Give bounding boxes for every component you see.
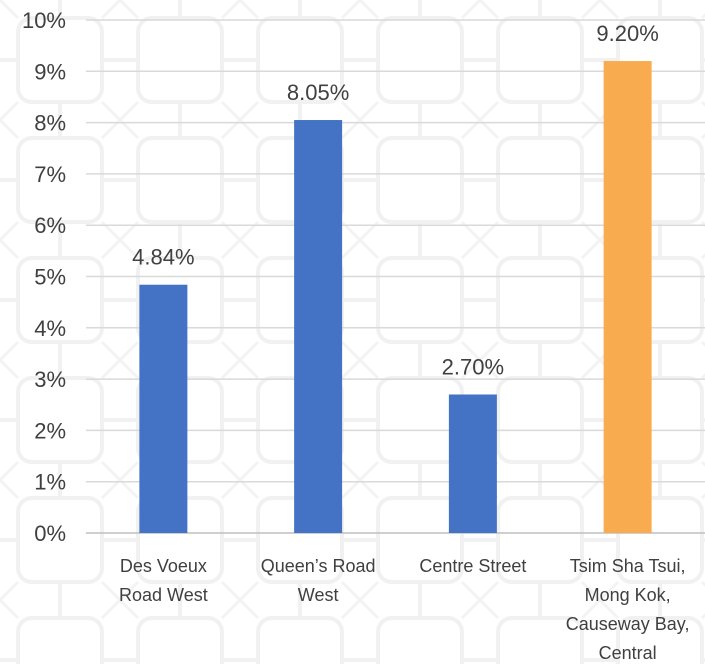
y-tick-label: 0%: [34, 521, 66, 546]
category-label: Causeway Bay,: [566, 614, 690, 634]
y-tick-label: 7%: [34, 162, 66, 187]
data-labels: 4.84% 8.05% 2.70% 9.20%: [132, 21, 659, 379]
y-tick-label: 10%: [22, 8, 66, 33]
y-tick-label: 5%: [34, 265, 66, 290]
gridlines: [86, 19, 705, 534]
category-label: Des Voeux: [120, 556, 207, 576]
data-label: 4.84%: [132, 245, 194, 270]
y-tick-label: 8%: [34, 111, 66, 136]
y-tick-label: 3%: [34, 367, 66, 392]
y-axis-tick-labels: 0% 1% 2% 3% 4% 5% 6% 7% 8% 9% 10%: [22, 8, 66, 546]
category-label: Central: [599, 643, 657, 663]
y-tick-label: 1%: [34, 470, 66, 495]
y-tick-label: 4%: [34, 316, 66, 341]
data-label: 9.20%: [596, 21, 658, 46]
data-label: 8.05%: [287, 80, 349, 105]
bar: [294, 120, 343, 533]
y-tick-label: 2%: [34, 418, 66, 443]
y-tick-label: 6%: [34, 213, 66, 238]
category-label: Centre Street: [419, 556, 526, 576]
category-label: Mong Kok,: [585, 585, 671, 605]
bars: [139, 61, 652, 533]
bar: [139, 284, 188, 533]
category-label: Tsim Sha Tsui,: [570, 556, 686, 576]
data-label: 2.70%: [442, 354, 504, 379]
category-labels: Des Voeux Road West Queen’s Road West Centre…: [119, 556, 689, 663]
bar: [603, 61, 652, 533]
category-label: West: [298, 585, 339, 605]
bar: [448, 394, 497, 533]
category-label: Road West: [119, 585, 208, 605]
category-label: Queen’s Road: [261, 556, 376, 576]
y-tick-label: 9%: [34, 59, 66, 84]
